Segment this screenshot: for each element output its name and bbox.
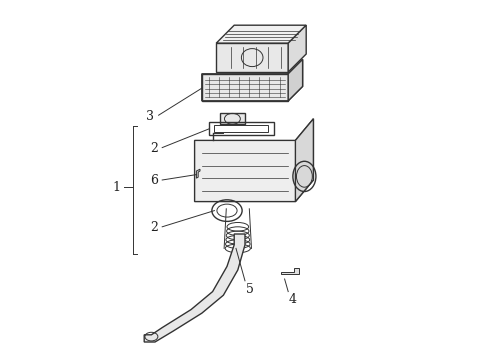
Polygon shape xyxy=(281,268,299,274)
Text: 3: 3 xyxy=(147,110,154,123)
Text: 1: 1 xyxy=(113,181,121,194)
Polygon shape xyxy=(202,59,303,101)
Text: 2: 2 xyxy=(150,221,158,234)
Polygon shape xyxy=(216,25,306,43)
Polygon shape xyxy=(144,234,245,342)
Polygon shape xyxy=(195,119,314,202)
Polygon shape xyxy=(220,113,245,124)
Bar xyxy=(202,74,288,101)
Polygon shape xyxy=(216,43,288,72)
Text: 5: 5 xyxy=(245,283,254,296)
Polygon shape xyxy=(196,169,200,178)
Polygon shape xyxy=(288,25,306,72)
Polygon shape xyxy=(295,119,314,202)
Text: 6: 6 xyxy=(150,174,158,187)
Text: 4: 4 xyxy=(289,293,297,306)
Polygon shape xyxy=(288,59,303,101)
Bar xyxy=(215,125,269,132)
Text: 2: 2 xyxy=(150,142,158,155)
Bar xyxy=(209,122,274,135)
